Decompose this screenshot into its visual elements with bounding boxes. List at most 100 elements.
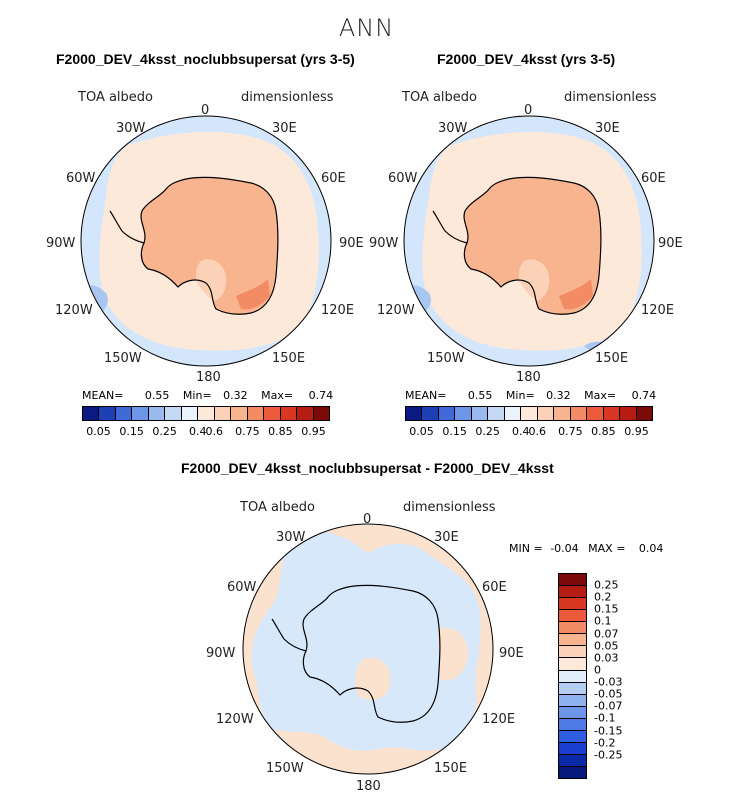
colorbar-swatch	[559, 634, 586, 647]
colorbar-swatch	[313, 407, 330, 420]
colorbar-swatch	[559, 658, 586, 671]
panel-1-lon-0: 0	[201, 103, 210, 118]
panel-2-lon-120e: 120E	[641, 303, 675, 318]
panel-3-polar-map	[242, 523, 494, 775]
panel-2-lon-150w: 150W	[427, 351, 465, 366]
panel-2-lon-90e: 90E	[658, 236, 683, 251]
colorbar-swatch	[559, 718, 586, 731]
panel-2-polar-map	[403, 115, 655, 367]
colorbar-swatch	[554, 407, 571, 420]
colorbar-swatch	[537, 407, 555, 420]
colorbar-swatch	[559, 682, 586, 695]
panel-3-lon-90e: 90E	[499, 646, 524, 661]
panel-3-max-label: MAX =	[588, 542, 626, 555]
colorbar-swatch	[559, 586, 586, 599]
colorbar-tick-label: 0.75	[558, 425, 583, 438]
colorbar-swatch	[559, 610, 586, 623]
panel-1-lon-60e: 60E	[321, 171, 346, 186]
figure-supertitle: ANN	[338, 14, 395, 42]
panel-1-lon-90e: 90E	[339, 236, 364, 251]
panel-1-mean-value: 0.55	[144, 389, 170, 402]
map-ice-sheet	[464, 177, 601, 315]
panel-1-lon-150e: 150E	[272, 351, 306, 366]
panel-2-max-label: Max=	[584, 389, 617, 402]
panel-3-colorbar-ticks: 0.25 0.2 0.15 0.1 0.07 0.05 0.03 0 -0.03 -0.05 -0.…	[594, 573, 654, 779]
colorbar-tick-label: 0.4	[188, 425, 207, 438]
colorbar-swatch	[559, 670, 586, 683]
colorbar-swatch	[132, 407, 149, 420]
panel-3-stats: MIN = -0.04 MAX = 0.04	[509, 542, 663, 555]
colorbar-swatch	[559, 622, 586, 635]
colorbar-swatch	[198, 407, 215, 420]
colorbar-swatch	[165, 407, 182, 420]
colorbar-tick-label: 0.85	[268, 425, 293, 438]
colorbar-swatch	[559, 754, 586, 767]
panel-2-lon-30w: 30W	[438, 121, 468, 136]
panel-3-units: dimensionless	[403, 500, 496, 515]
map-ice-margin	[236, 279, 270, 310]
colorbar-tick-label: 0.25	[475, 425, 500, 438]
panel-1-colorbar-ticks: 0.05 0.15 0.25 0.4 0.6 0.75 0.85 0.95	[82, 425, 330, 439]
colorbar-swatch	[587, 407, 604, 420]
panel-3-min-value: -0.04	[550, 542, 579, 555]
colorbar-tick-label: 0.2	[594, 590, 612, 604]
colorbar-swatch	[455, 407, 472, 420]
panel-2-units: dimensionless	[564, 90, 657, 105]
colorbar-swatch	[559, 598, 586, 611]
map-peninsula	[109, 210, 145, 244]
colorbar-tick-label: -0.2	[594, 736, 616, 750]
map-border	[80, 115, 332, 367]
panel-1-lon-30w: 30W	[116, 121, 146, 136]
panel-1-stats: MEAN= 0.55 Min= 0.32 Max= 0.74	[82, 389, 333, 402]
colorbar-swatch	[422, 407, 439, 420]
colorbar-tick-label: 0.05	[594, 639, 619, 653]
colorbar-swatch	[504, 407, 522, 420]
colorbar-tick-label: 0.15	[594, 602, 619, 616]
panel-2-mean-label: MEAN=	[405, 389, 447, 402]
colorbar-swatch	[521, 407, 538, 420]
panel-3-variable: TOA albedo	[240, 500, 316, 515]
panel-2-variable: TOA albedo	[402, 90, 478, 105]
colorbar-tick-label: 0.15	[442, 425, 467, 438]
colorbar-tick-label: -0.07	[594, 699, 623, 713]
colorbar-swatch	[471, 407, 489, 420]
panel-1-max-label: Max=	[261, 389, 294, 402]
panel-1-max-value: 0.74	[308, 389, 334, 402]
panel-1-lon-180: 180	[196, 370, 221, 385]
map-peninsula	[271, 618, 307, 652]
panel-3-lon-180: 180	[356, 779, 381, 794]
map-diff-negative-region	[251, 529, 481, 751]
colorbar-swatch	[181, 407, 199, 420]
map-diff-positive-island	[355, 657, 391, 701]
map-peninsula	[432, 210, 468, 244]
panel-3-lon-120w: 120W	[216, 712, 254, 727]
panel-2-lon-180: 180	[516, 370, 541, 385]
colorbar-tick-label: 0.4	[511, 425, 530, 438]
panel-1-lon-90w: 90W	[46, 236, 76, 251]
panel-1-min-label: Min=	[182, 389, 212, 402]
colorbar-swatch	[438, 407, 456, 420]
colorbar-tick-label: -0.05	[594, 687, 623, 701]
panel-1-colorbar	[82, 406, 330, 421]
panel-2-lon-120w: 120W	[377, 303, 415, 318]
map-ice-sheet	[141, 177, 278, 315]
colorbar-tick-label: 0.05	[409, 425, 434, 438]
panel-1-title: F2000_DEV_4ksst_noclubbsupersat (yrs 3-5…	[56, 51, 355, 67]
panel-1-min-value: 0.32	[223, 389, 248, 402]
colorbar-swatch	[83, 407, 100, 420]
panel-3-lon-30w: 30W	[276, 530, 306, 545]
panel-3-colorbar	[558, 573, 587, 779]
panel-2-lon-150e: 150E	[595, 351, 629, 366]
colorbar-swatch	[559, 742, 586, 755]
panel-2-max-value: 0.74	[631, 389, 657, 402]
panel-1-lon-120w: 120W	[55, 303, 93, 318]
colorbar-tick-label: 0.6	[528, 425, 547, 438]
colorbar-swatch	[559, 646, 586, 659]
colorbar-swatch	[406, 407, 423, 420]
panel-2-colorbar-ticks: 0.05 0.15 0.25 0.4 0.6 0.75 0.85 0.95	[405, 425, 653, 439]
panel-2-lon-60e: 60E	[641, 171, 666, 186]
panel-3-lon-150w: 150W	[266, 761, 304, 776]
panel-3-lon-60w: 60W	[227, 580, 257, 595]
colorbar-swatch	[231, 407, 248, 420]
colorbar-tick-label: 0.6	[205, 425, 224, 438]
